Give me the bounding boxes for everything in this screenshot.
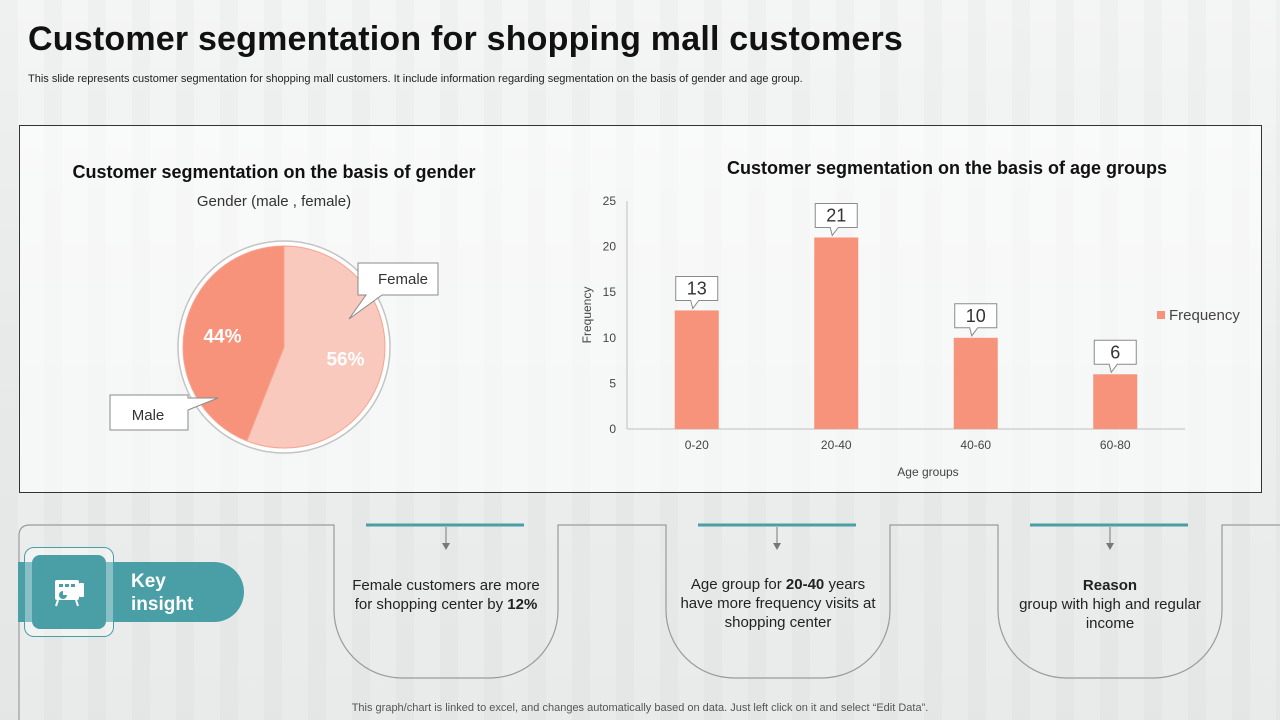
male-callout: Male — [109, 394, 219, 431]
y-tick-label: 20 — [603, 240, 617, 254]
y-tick-label: 0 — [609, 422, 616, 436]
data-label-value: 13 — [687, 278, 707, 298]
pie-slice-female[interactable] — [246, 245, 386, 449]
insight-text-1: Female customers are more for shopping c… — [352, 577, 540, 613]
gender-pie-chart[interactable]: Customer segmentation on the basis of ge… — [72, 162, 476, 454]
key-insight-icon-frame — [24, 547, 114, 637]
pie-value-label-male: 44% — [203, 326, 241, 347]
insight-connector-1 — [366, 523, 524, 550]
bar-0-20[interactable] — [674, 310, 719, 429]
y-axis-title: Frequency — [580, 287, 594, 344]
age-bar-chart[interactable]: Customer segmentation on the basis of ag… — [580, 158, 1240, 479]
data-label-40-60: 10 — [954, 303, 998, 337]
bar-20-40[interactable] — [814, 237, 859, 429]
footer-note: This graph/chart is linked to excel, and… — [351, 702, 929, 714]
bar-legend: Frequency — [1157, 307, 1240, 324]
pie-value-label-female: 56% — [326, 350, 364, 371]
page-subtitle: This slide represents customer segmentat… — [28, 73, 803, 85]
male-callout-label: Male — [132, 407, 165, 424]
y-tick-label: 25 — [603, 194, 617, 208]
key-insight-label-line2: insight — [131, 594, 194, 615]
pie-title: Customer segmentation on the basis of ge… — [72, 162, 475, 182]
female-callout: Female — [348, 262, 439, 320]
x-tick-label: 0-20 — [685, 438, 709, 452]
presentation-chart-icon — [55, 580, 84, 607]
data-label-60-80: 6 — [1093, 339, 1137, 374]
pie-slice-male[interactable] — [182, 245, 285, 442]
insight-outline — [18, 524, 1280, 720]
female-callout-label: Female — [378, 271, 428, 288]
bar-title: Customer segmentation on the basis of ag… — [727, 158, 1167, 178]
key-insight-label-line1: Key — [131, 571, 166, 592]
y-tick-label: 5 — [609, 376, 616, 390]
key-insight-icon-tile — [32, 555, 106, 629]
insight-text-2: Age group for 20-40 years have more freq… — [680, 576, 876, 631]
insight-text-3: Reason group with high and regular income — [1019, 577, 1201, 632]
pie-subtitle: Gender (male , female) — [197, 193, 351, 210]
charts-svg: Customer segmentation on the basis of ge… — [72, 158, 1240, 479]
legend-swatch — [1157, 311, 1165, 319]
data-label-0-20: 13 — [675, 275, 719, 310]
x-tick-label: 40-60 — [960, 438, 991, 452]
data-label-value: 21 — [826, 205, 846, 225]
key-insight-label: Key insight — [131, 570, 231, 616]
insight-connector-2 — [698, 523, 856, 550]
data-label-value: 6 — [1110, 342, 1120, 362]
chart-panel: Customer segmentation on the basis of ge… — [19, 125, 1262, 493]
y-tick-label: 15 — [603, 285, 617, 299]
bar-60-80[interactable] — [1093, 374, 1138, 429]
y-tick-label: 10 — [603, 331, 617, 345]
insight-connector-3 — [1030, 523, 1188, 550]
x-axis-title: Age groups — [897, 465, 958, 479]
x-tick-label: 20-40 — [821, 438, 852, 452]
page-title: Customer segmentation for shopping mall … — [28, 20, 904, 58]
bar-40-60[interactable] — [953, 337, 998, 429]
data-label-value: 10 — [966, 306, 986, 326]
x-tick-label: 60-80 — [1100, 438, 1131, 452]
legend-label: Frequency — [1169, 307, 1240, 324]
data-label-20-40: 21 — [814, 202, 858, 237]
